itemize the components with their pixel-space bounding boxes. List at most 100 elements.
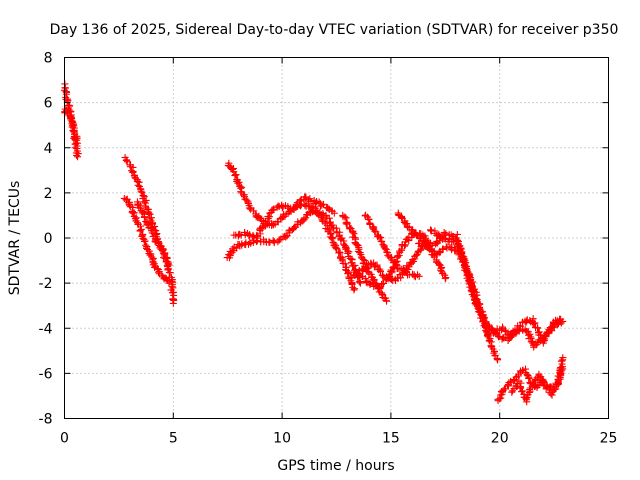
data-point: [381, 245, 389, 253]
data-point: [73, 151, 81, 159]
data-point: [344, 270, 352, 278]
data-point: [509, 331, 517, 339]
data-point: [537, 337, 545, 345]
data-point: [378, 238, 386, 246]
data-point: [508, 388, 516, 396]
data-point: [370, 275, 378, 283]
data-point: [454, 248, 462, 256]
data-point: [141, 237, 149, 245]
data-point: [418, 241, 426, 249]
data-point: [138, 231, 146, 239]
data-point: [350, 286, 358, 294]
data-point: [147, 250, 155, 258]
data-point: [531, 319, 539, 327]
data-point: [317, 213, 325, 221]
data-point: [273, 218, 281, 226]
y-tick-label: 4: [44, 141, 53, 157]
data-point: [129, 168, 137, 176]
data-point: [550, 321, 558, 329]
data-point: [490, 348, 498, 356]
data-point: [164, 259, 172, 267]
y-axis-label: SDTVAR / TECUs: [7, 181, 23, 296]
data-point: [300, 215, 308, 223]
data-point: [348, 280, 356, 288]
data-point: [165, 261, 173, 269]
data-point: [330, 209, 338, 217]
y-tick-label: 2: [44, 186, 53, 202]
data-point: [295, 200, 303, 208]
x-tick-label: 20: [491, 431, 509, 447]
data-point: [129, 209, 137, 217]
data-point: [276, 236, 284, 244]
data-point: [548, 391, 556, 399]
data-point: [401, 242, 409, 250]
x-tick-label: 10: [273, 431, 291, 447]
y-tick-label: 6: [44, 96, 53, 112]
data-point: [365, 215, 373, 223]
data-point: [137, 225, 145, 233]
x-tick-label: 25: [600, 431, 618, 447]
data-point: [388, 276, 396, 284]
data-point: [522, 319, 530, 327]
data-point: [494, 356, 502, 364]
data-point: [344, 249, 352, 257]
data-point: [259, 222, 267, 230]
data-point: [151, 222, 159, 230]
data-point: [557, 315, 565, 323]
data-point: [464, 273, 472, 281]
data-points: [60, 80, 567, 406]
data-point: [485, 331, 493, 339]
data-point: [296, 197, 304, 205]
data-point: [530, 320, 538, 328]
data-point: [350, 230, 358, 238]
data-point: [376, 268, 384, 276]
data-point: [331, 243, 339, 251]
x-tick-label: 0: [60, 431, 69, 447]
data-point: [356, 279, 364, 287]
data-point: [140, 213, 148, 221]
data-point: [305, 202, 313, 210]
data-point: [392, 258, 400, 266]
data-point: [557, 319, 565, 327]
data-point: [469, 287, 477, 295]
data-point: [404, 235, 412, 243]
data-point: [313, 210, 321, 218]
y-tick-label: 0: [44, 231, 53, 247]
data-point: [371, 227, 379, 235]
data-point: [232, 171, 240, 179]
data-point: [544, 384, 552, 392]
data-point: [375, 284, 383, 292]
data-point: [320, 200, 328, 208]
data-point: [557, 357, 565, 365]
data-point: [376, 234, 384, 242]
data-point: [454, 237, 462, 245]
data-point: [508, 332, 516, 340]
data-point: [239, 191, 247, 199]
data-point: [369, 279, 377, 287]
y-tick-label: -2: [39, 276, 53, 292]
data-point: [408, 259, 416, 267]
x-axis-ticks: 0 5 10 15 20 25: [60, 57, 618, 447]
data-point: [318, 201, 326, 209]
data-point: [144, 246, 152, 254]
data-point: [342, 244, 350, 252]
data-point: [238, 240, 246, 248]
data-point: [122, 156, 130, 164]
data-point: [231, 172, 239, 180]
data-point: [350, 285, 358, 293]
data-point: [522, 395, 530, 403]
data-point: [142, 241, 150, 249]
data-point: [534, 324, 542, 332]
data-point: [415, 272, 423, 280]
data-point: [428, 241, 436, 249]
y-axis-ticks: -8 -6 -4 -2 0 2 4 6 8: [39, 51, 609, 428]
data-point: [527, 333, 535, 341]
y-tick-label: 8: [44, 51, 53, 67]
data-point: [343, 219, 351, 227]
y-tick-label: -8: [39, 412, 53, 428]
data-point: [169, 295, 177, 303]
data-point: [435, 249, 443, 257]
data-point: [484, 330, 492, 338]
data-point: [332, 224, 340, 232]
